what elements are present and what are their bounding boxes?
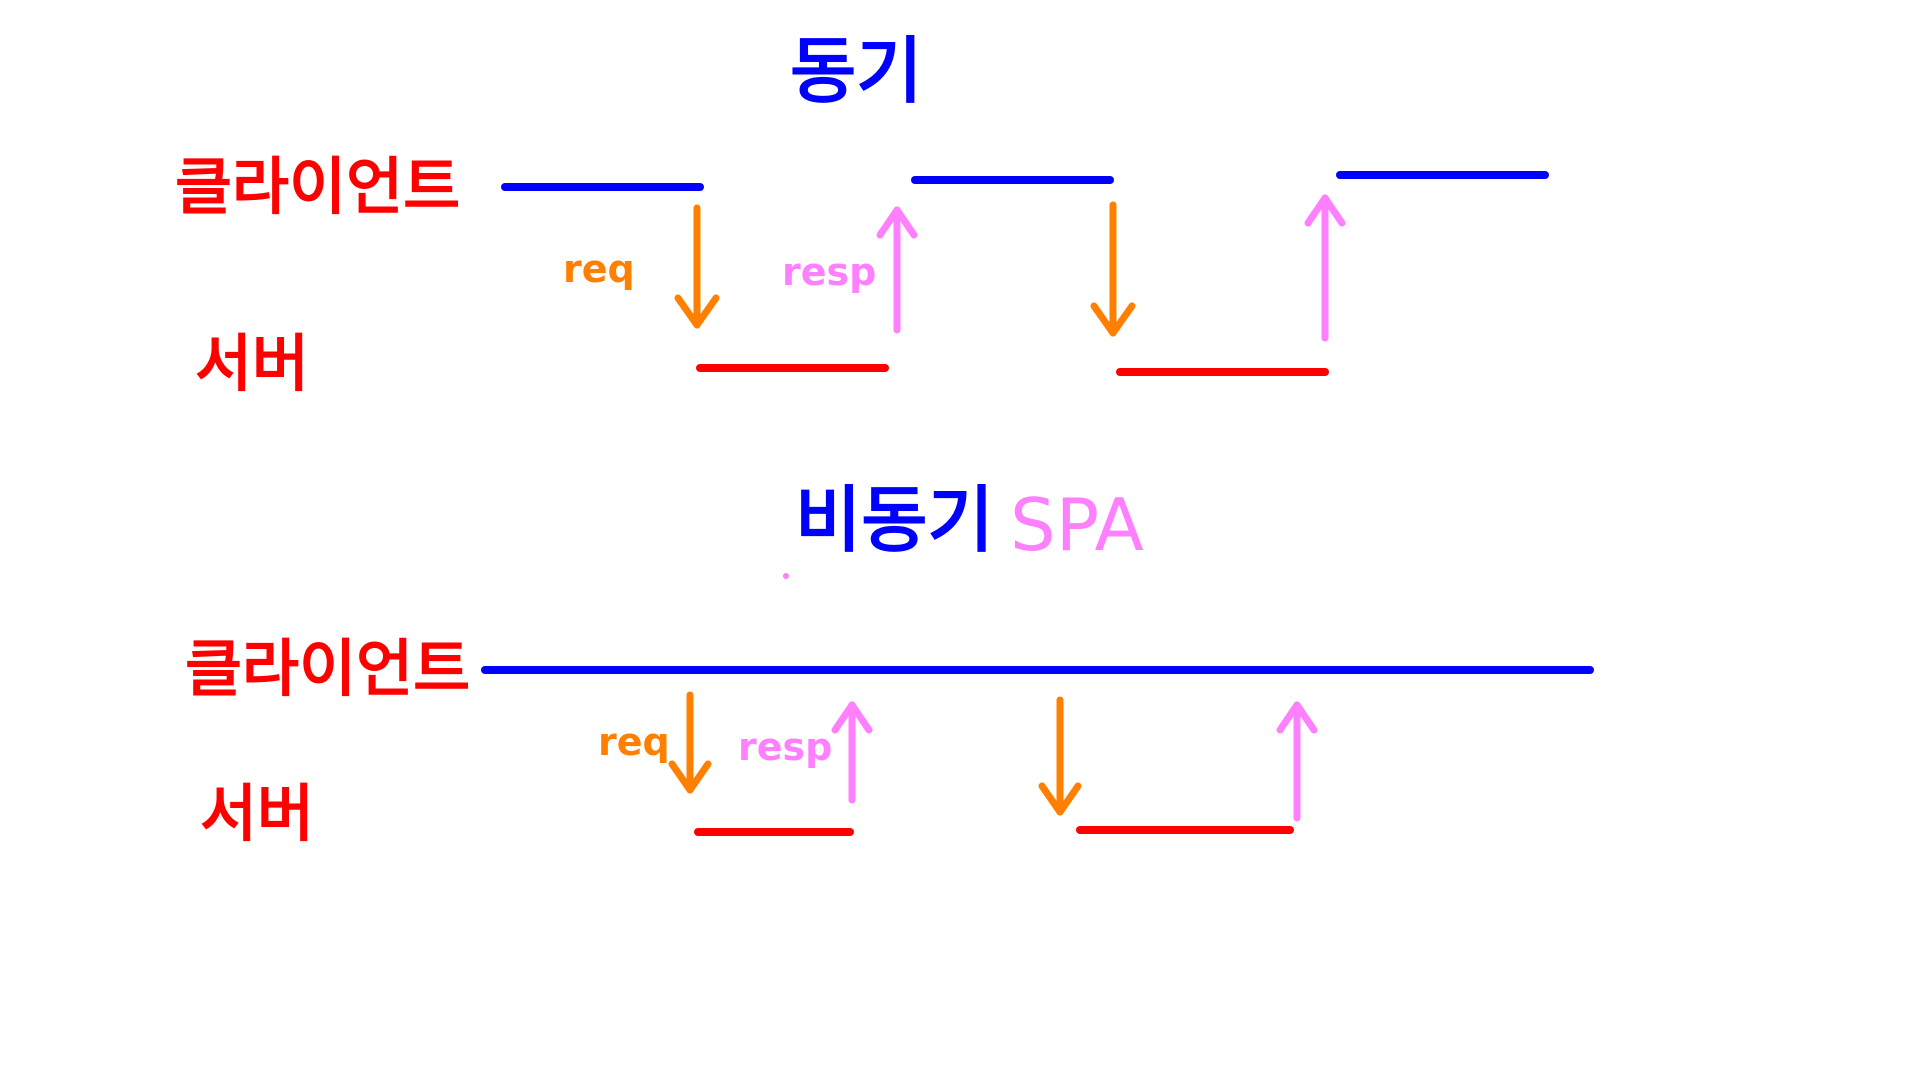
async-response-arrow-2 <box>1276 701 1318 822</box>
async-server-label: 서버 <box>200 777 314 850</box>
async-response-arrow-1 <box>831 701 873 804</box>
sync-request-arrow-2 <box>1090 201 1136 337</box>
sync-resp-label: resp <box>782 250 876 294</box>
sync-response-arrow-1 <box>876 206 918 334</box>
async-req-label: req <box>598 720 670 764</box>
sync-client-label: 클라이언트 <box>175 150 460 223</box>
sync-section: 동기 클라이언트 서버 req resp <box>175 29 1549 400</box>
sync-req-label: req <box>563 247 635 291</box>
sync-request-arrow-1 <box>674 204 720 329</box>
async-title: 비동기 <box>795 478 994 562</box>
stray-dot <box>783 573 789 579</box>
async-tag: SPA <box>1010 483 1144 567</box>
async-request-arrow-1 <box>668 691 712 794</box>
async-section: 비동기 SPA 클라이언트 서버 req resp <box>185 478 1594 850</box>
async-client-label: 클라이언트 <box>185 632 470 705</box>
async-resp-label: resp <box>738 725 832 769</box>
sync-title: 동기 <box>790 29 922 113</box>
sync-response-arrow-2 <box>1304 194 1346 342</box>
async-request-arrow-2 <box>1038 696 1082 816</box>
sync-server-label: 서버 <box>195 327 309 400</box>
